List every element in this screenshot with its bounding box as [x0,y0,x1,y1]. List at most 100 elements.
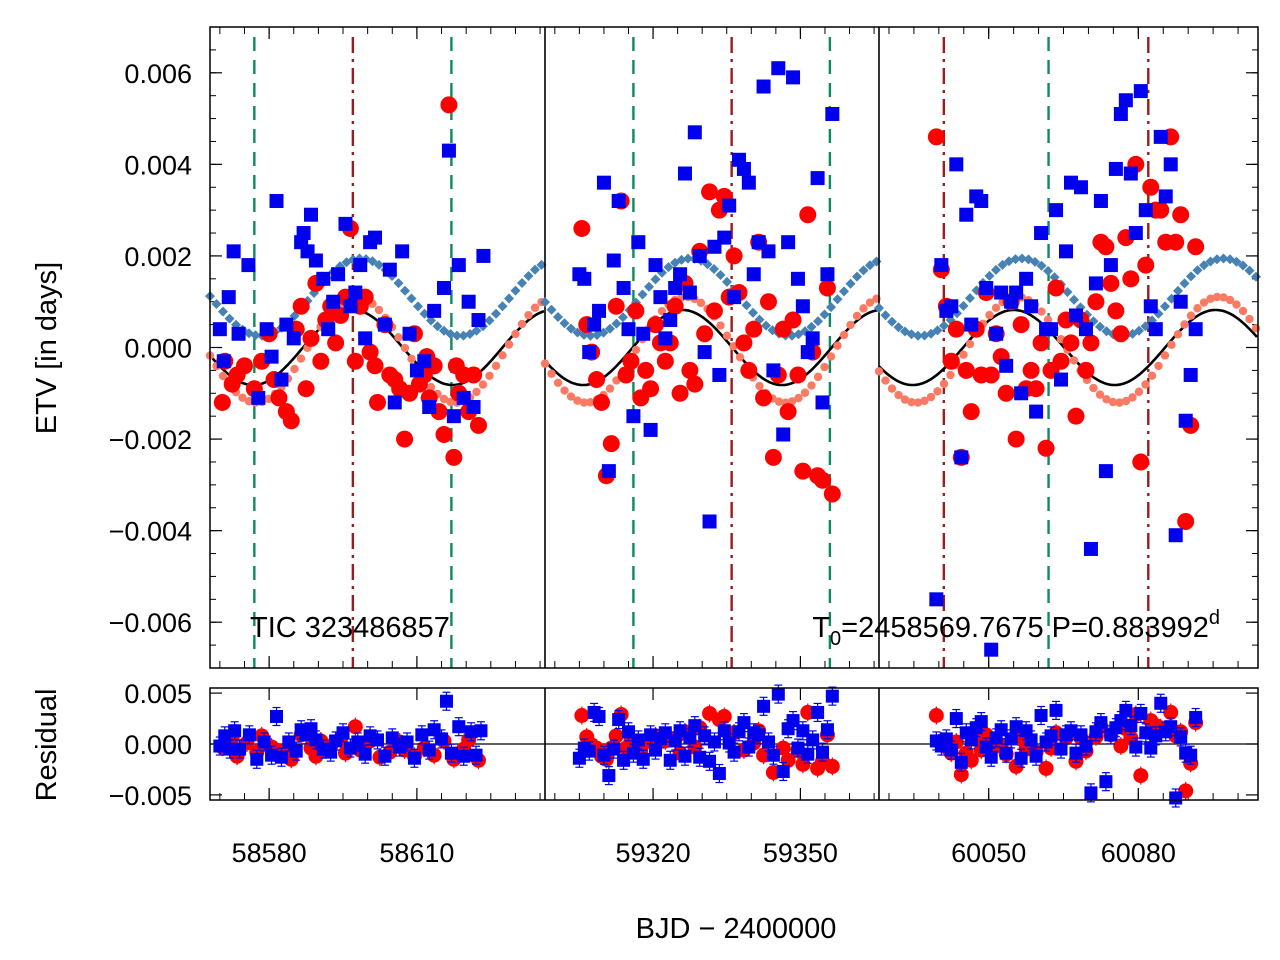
secondary-etv-point [766,363,781,378]
primary-model-point [865,298,875,307]
secondary-etv-point [771,61,786,76]
secondary-etv-point [1108,161,1123,176]
secondary-etv-point [1049,203,1064,218]
secondary-residual-point [796,724,810,738]
secondary-residual-point [415,728,429,742]
secondary-residual-point [378,749,392,763]
primary-etv-point [465,366,483,384]
secondary-etv-point [592,303,607,318]
secondary-model-point [1043,266,1053,276]
secondary-residual-point [336,726,350,740]
primary-etv-point [1187,238,1205,256]
secondary-residual-point [816,745,830,759]
secondary-etv-point [636,326,651,341]
secondary-etv-point [786,70,801,85]
primary-model-point [407,354,416,364]
secondary-residual-point [474,724,488,738]
secondary-etv-point [343,299,358,314]
primary-etv-point [292,297,310,315]
secondary-etv-point [441,143,456,158]
secondary-model-point [813,316,823,327]
primary-etv-point [740,361,758,379]
secondary-residual-point [270,710,284,724]
secondary-model-point [1212,254,1222,265]
secondary-model-point [1017,253,1027,264]
y-tick-label: 0.006 [124,59,192,89]
secondary-model-point [1030,256,1040,267]
primary-model-point [1251,324,1261,333]
secondary-residual-point [469,748,483,762]
secondary-residual-point [1164,720,1178,734]
secondary-etv-point [212,322,227,337]
secondary-residual-point [752,728,766,742]
secondary-model-point [419,308,430,319]
primary-residual-point [608,728,624,744]
primary-model-point [991,303,1001,312]
secondary-model-point [637,289,648,300]
secondary-model-point [585,330,596,341]
primary-etv-point [1082,334,1100,352]
secondary-model-point [1179,278,1190,289]
secondary-model-point [880,310,891,321]
secondary-model-point [906,329,917,340]
secondary-etv-point [626,409,641,424]
secondary-model-point [709,264,719,274]
secondary-etv-point [1054,372,1069,387]
secondary-etv-point [1153,129,1168,144]
primary-model-point [553,378,563,388]
primary-etv-point [927,128,945,146]
secondary-residual-point [371,733,384,747]
secondary-etv-point [959,207,974,222]
secondary-etv-point [476,248,491,263]
primary-model-point [774,397,784,406]
secondary-etv-point [216,354,231,369]
secondary-etv-point [1088,276,1103,291]
secondary-etv-point [338,216,353,231]
primary-model-point [586,398,595,407]
primary-model-point [530,303,540,312]
secondary-model-point [845,278,856,289]
x-tick-label: 58580 [232,838,307,868]
secondary-etv-point [815,395,830,410]
secondary-residual-point [233,742,247,756]
secondary-etv-point [358,331,373,346]
secondary-residual-point [1184,748,1198,762]
secondary-model-point [650,274,661,285]
secondary-residual-point [1114,714,1128,728]
secondary-etv-point [1014,386,1029,401]
secondary-model-point [553,312,563,322]
primary-etv-point [1007,430,1025,448]
primary-model-point [1219,293,1228,302]
primary-model-point [1167,340,1176,350]
lite-model-curve [209,308,545,387]
secondary-etv-point [331,267,346,282]
primary-model-point [716,321,725,330]
primary-model-point [1154,361,1163,371]
secondary-model-point [1140,321,1151,332]
secondary-residual-point [939,732,953,746]
secondary-etv-point [1158,189,1173,204]
primary-etv-point [1152,201,1170,219]
secondary-residual-point [703,754,717,768]
secondary-model-point [1010,254,1021,265]
primary-model-point [913,398,923,407]
secondary-residual-point [712,767,726,781]
secondary-model-point [1062,287,1073,297]
secondary-model-point [997,259,1008,270]
secondary-model-point [806,321,817,332]
secondary-etv-point [231,326,246,341]
primary-model-point [439,394,449,404]
primary-etv-point [1172,206,1190,224]
secondary-etv-point [964,317,979,332]
secondary-residual-point [791,741,805,755]
secondary-residual-point [1119,703,1133,717]
primary-model-point [894,390,903,400]
secondary-etv-point [1044,322,1059,337]
secondary-residual-point [250,752,264,766]
primary-model-point [907,397,916,407]
secondary-residual-point [649,743,663,757]
primary-etv-point [666,297,684,315]
y-tick-label: 0.002 [124,242,192,272]
secondary-residual-point [1074,728,1088,742]
secondary-residual-point [1094,716,1108,730]
